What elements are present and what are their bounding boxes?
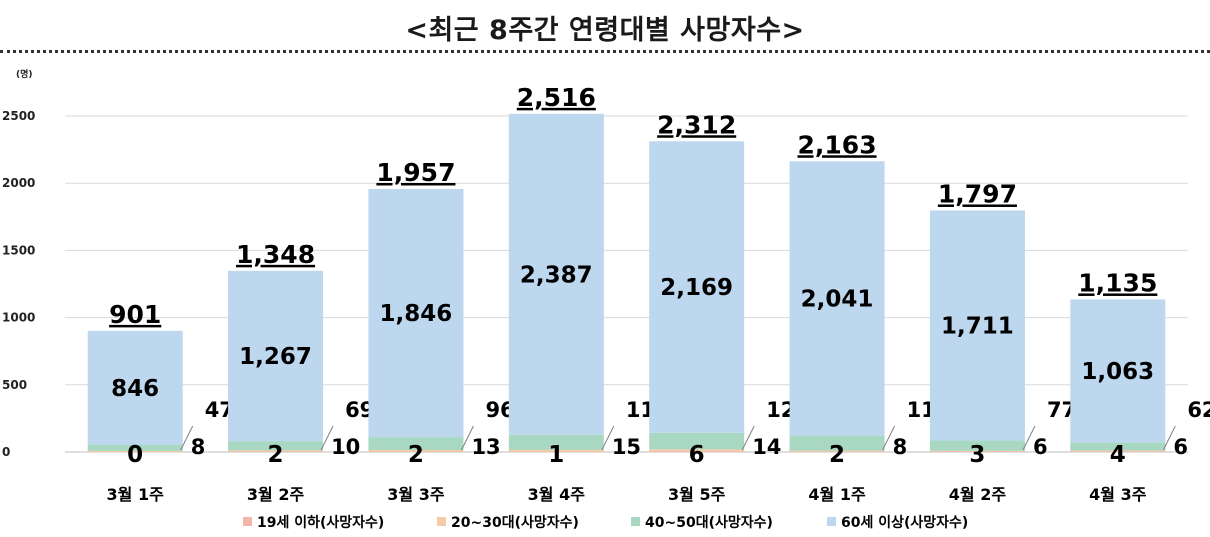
- data-label-19under: 4: [1110, 442, 1126, 468]
- data-label-60plus: 1,267: [239, 344, 312, 370]
- data-label-60plus: 2,041: [801, 286, 874, 312]
- category-label: 4월 1주: [808, 485, 866, 504]
- legend-swatch-1: [243, 517, 252, 526]
- bar-segment-3: [368, 437, 464, 450]
- category-label: 3월 4주: [528, 485, 586, 504]
- bar-segment-1: [649, 451, 745, 452]
- total-label: 1,135: [1078, 268, 1157, 297]
- leader-line: [180, 425, 194, 451]
- bar-segment-4: [929, 210, 1025, 441]
- total-label: 1,957: [376, 158, 455, 187]
- leader-line: [460, 425, 474, 451]
- category-label: 4월 2주: [949, 485, 1007, 504]
- category-label: 4월 3주: [1089, 485, 1147, 504]
- data-label-19under: 2: [408, 442, 424, 468]
- bar-segment-2: [929, 450, 1025, 452]
- data-label-60plus: 1,711: [941, 313, 1014, 339]
- legend-label-2: 20~30대(사망자수): [451, 514, 579, 531]
- bar-segment-3: [87, 444, 183, 451]
- bar-segment-3: [1070, 442, 1166, 451]
- bar-segment-4: [649, 141, 745, 433]
- bar-segment-2: [87, 450, 183, 452]
- y-tick-label: 2500: [2, 109, 35, 123]
- data-label-40-50: 62: [1187, 398, 1210, 422]
- bar-segment-2: [228, 450, 324, 452]
- bar-segment-4: [789, 161, 885, 436]
- bar-segment-4: [87, 330, 183, 445]
- y-tick-label: 2000: [2, 176, 35, 190]
- bar-segment-4: [368, 188, 464, 438]
- total-label: 901: [109, 300, 161, 329]
- bar-segment-3: [929, 440, 1025, 451]
- data-label-19under: 0: [127, 442, 143, 468]
- category-label: 3월 2주: [247, 485, 305, 504]
- data-label-20-30: 8: [893, 435, 908, 459]
- leader-line: [1162, 425, 1176, 451]
- total-label: 2,312: [657, 110, 736, 139]
- total-label: 1,797: [938, 179, 1017, 208]
- legend-label-3: 40~50대(사망자수): [645, 514, 773, 531]
- bar-segment-2: [789, 450, 885, 452]
- bar-segment-3: [789, 435, 885, 451]
- legend-label-1: 19세 이하(사망자수): [257, 514, 384, 531]
- bar-segment-2: [368, 449, 464, 452]
- bar-segment-3: [508, 434, 604, 450]
- data-label-19under: 2: [829, 442, 845, 468]
- y-unit-label: (명): [16, 68, 33, 80]
- category-label: 3월 5주: [668, 485, 726, 504]
- category-label: 3월 3주: [387, 485, 445, 504]
- data-label-20-30: 14: [752, 435, 781, 459]
- y-tick-label: 500: [2, 378, 27, 392]
- bar-segment-4: [1070, 299, 1166, 443]
- bar-segment-4: [508, 113, 604, 435]
- bar-segment-4: [228, 270, 324, 442]
- legend-swatch-3: [631, 517, 640, 526]
- legend-label-4: 60세 이상(사망자수): [841, 514, 968, 531]
- leader-line: [741, 425, 755, 451]
- data-label-20-30: 8: [191, 435, 206, 459]
- bar-segment-3: [649, 432, 745, 450]
- data-label-19under: 3: [969, 442, 985, 468]
- data-label-60plus: 1,063: [1081, 359, 1154, 385]
- y-tick-label: 1000: [2, 311, 35, 325]
- total-label: 1,348: [236, 240, 315, 269]
- leader-line: [601, 425, 615, 451]
- data-label-60plus: 846: [111, 376, 159, 402]
- bar-segment-2: [649, 449, 745, 452]
- data-label-20-30: 10: [331, 435, 360, 459]
- bar-segment-1: [1070, 451, 1166, 452]
- y-tick-label: 0: [2, 445, 10, 459]
- data-label-20-30: 13: [471, 435, 500, 459]
- chart-title: <최근 8주간 연령대별 사망자수>: [405, 15, 805, 46]
- category-label: 3월 1주: [107, 485, 165, 504]
- title-divider: [0, 50, 1210, 53]
- data-label-60plus: 2,387: [520, 262, 593, 288]
- data-label-20-30: 6: [1173, 435, 1188, 459]
- data-label-19under: 1: [548, 442, 564, 468]
- bar-segment-2: [508, 449, 604, 452]
- total-label: 2,516: [517, 83, 596, 112]
- legend-swatch-2: [437, 517, 446, 526]
- bar-segment-3: [228, 441, 324, 451]
- total-label: 2,163: [798, 130, 877, 159]
- data-label-19under: 2: [268, 442, 284, 468]
- data-label-20-30: 15: [612, 435, 641, 459]
- y-tick-label: 1500: [2, 243, 35, 257]
- data-label-60plus: 1,846: [380, 301, 453, 327]
- leader-line: [882, 425, 896, 451]
- legend-swatch-4: [827, 517, 836, 526]
- data-label-19under: 6: [689, 442, 705, 468]
- data-label-20-30: 6: [1033, 435, 1048, 459]
- leader-line: [320, 425, 334, 451]
- leader-line: [1022, 425, 1036, 451]
- bar-segment-2: [1070, 450, 1166, 452]
- data-label-60plus: 2,169: [660, 275, 733, 301]
